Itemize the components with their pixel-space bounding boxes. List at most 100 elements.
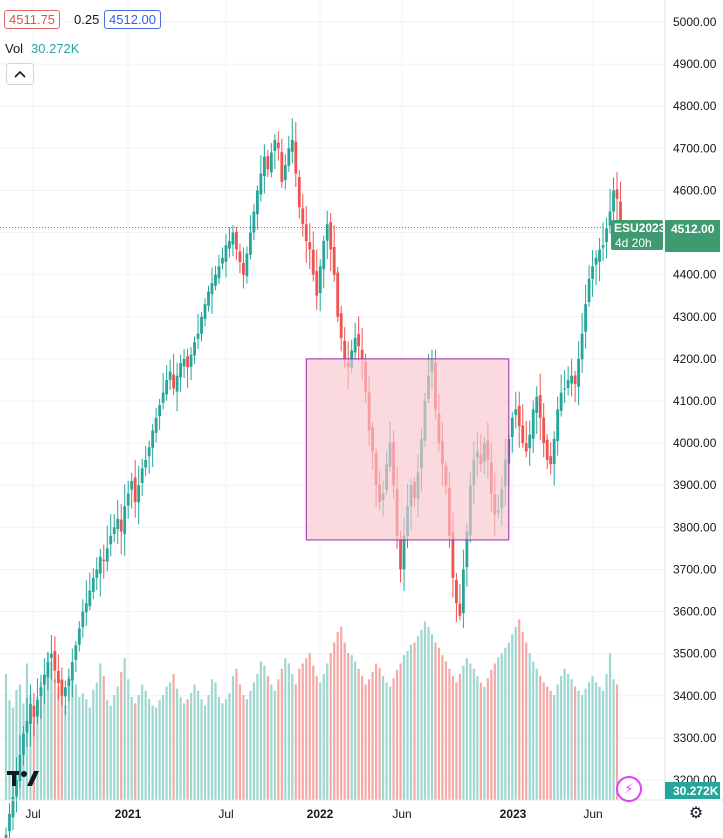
candle-body: [25, 721, 29, 733]
volume-bar: [416, 636, 420, 800]
price-tick-label: 4800.00: [673, 99, 717, 113]
volume-bar: [130, 697, 133, 800]
volume-bar: [511, 634, 514, 800]
volume-bar: [144, 690, 147, 800]
chevron-up-icon: [14, 70, 26, 78]
candle-body: [517, 405, 521, 427]
candle-body: [116, 518, 120, 530]
price-tick-label: 3600.00: [673, 605, 717, 619]
candle-body: [140, 468, 144, 483]
volume-bar: [134, 703, 137, 800]
range-rectangle[interactable]: [305, 358, 510, 541]
volume-bar: [563, 668, 566, 800]
volume-bar: [441, 655, 444, 800]
symbol-name: ESU2023: [614, 221, 666, 235]
volume-bar: [78, 697, 81, 800]
volume-bar: [483, 686, 486, 800]
volume-bar: [92, 689, 95, 800]
price-tick-label: 4000.00: [673, 436, 717, 450]
symbol-price-tag: ESU2023 4d 20h: [611, 220, 666, 250]
tradingview-logo-icon[interactable]: [7, 768, 41, 788]
time-tick-label: Jun: [392, 807, 411, 821]
candle-body: [137, 485, 141, 503]
volume-bar: [32, 710, 36, 800]
price-tick-label: 4200.00: [673, 352, 717, 366]
candle-body: [336, 272, 340, 317]
candle-body: [304, 224, 308, 241]
candle-body: [154, 417, 158, 433]
price-tick-label: 3800.00: [673, 520, 717, 534]
volume-bar: [354, 661, 357, 800]
volume-bar: [381, 676, 385, 800]
volume-bar: [193, 684, 196, 800]
price-axis[interactable]: 5000.004900.004800.004700.004600.004500.…: [673, 15, 717, 787]
price-tick-label: 3300.00: [673, 731, 717, 745]
volume-bar: [326, 663, 329, 800]
volume-bar: [472, 668, 475, 800]
candle-body: [269, 152, 273, 173]
price-tick-label: 3500.00: [673, 647, 717, 661]
candle-body: [353, 337, 357, 353]
price-tick-label: 4300.00: [673, 310, 717, 324]
time-axis[interactable]: Jul 2021 Jul 2022 Jun 2023 Jun: [25, 807, 602, 821]
volume-bar: [179, 697, 182, 800]
candle-body: [535, 396, 539, 413]
candle-body: [214, 274, 217, 286]
volume-bar: [305, 658, 308, 800]
volume-bar: [455, 682, 458, 800]
gear-icon[interactable]: ⚙: [688, 805, 704, 822]
candle-body: [98, 556, 102, 574]
candle-body: [510, 417, 514, 438]
volume-bar: [43, 674, 46, 800]
volume-axis-label: 30.272K: [665, 782, 720, 799]
last-price-value: 4512.00: [671, 222, 715, 236]
volume-bar: [514, 626, 517, 800]
candle-body: [249, 232, 252, 255]
volume-legend-value: 30.272K: [31, 41, 80, 56]
candle-body: [451, 532, 455, 578]
time-tick-label: Jul: [25, 807, 40, 821]
volume-bar: [148, 699, 151, 800]
price-tick-label: 3700.00: [673, 562, 717, 576]
volume-bar: [71, 668, 74, 800]
price-tick-label: 4600.00: [673, 183, 717, 197]
candle-body: [203, 304, 207, 320]
volume-bar: [74, 684, 77, 800]
volume-bar: [598, 686, 601, 800]
volume-bar: [587, 682, 591, 800]
volume-bar: [46, 653, 49, 800]
price-tick-label: 4900.00: [673, 57, 717, 71]
candle-body: [584, 304, 587, 332]
volume-bar: [203, 705, 207, 800]
volume-bar: [57, 686, 60, 800]
candle-body: [559, 392, 563, 411]
candle-body: [465, 531, 469, 568]
candle-body: [455, 579, 458, 604]
lightning-icon[interactable]: ⚡: [616, 776, 642, 802]
volume-bar: [301, 663, 304, 800]
candle-body: [91, 577, 95, 592]
time-tick-label: 2021: [115, 807, 142, 821]
collapse-legend-button[interactable]: [6, 63, 34, 85]
candle-body: [514, 409, 518, 416]
volume-bar: [500, 653, 503, 800]
volume-bar: [15, 689, 18, 800]
candle-body: [318, 266, 322, 294]
candle-body: [280, 152, 284, 183]
candle-body: [612, 190, 615, 212]
volume-axis-value: 30.272K: [673, 784, 719, 798]
candle-body: [126, 493, 130, 506]
volume-bar: [242, 695, 245, 800]
volume-bar: [141, 684, 144, 800]
volume-bar: [539, 676, 542, 800]
volume-bar: [249, 690, 252, 800]
buy-price[interactable]: 4512.00: [104, 10, 161, 29]
volume-bar: [252, 682, 255, 800]
volume-bar: [601, 690, 605, 800]
volume-bar: [333, 642, 336, 800]
candle-body: [63, 687, 67, 697]
volume-bar: [567, 674, 570, 800]
sell-price[interactable]: 4511.75: [4, 10, 61, 29]
volume-bar: [189, 692, 193, 800]
